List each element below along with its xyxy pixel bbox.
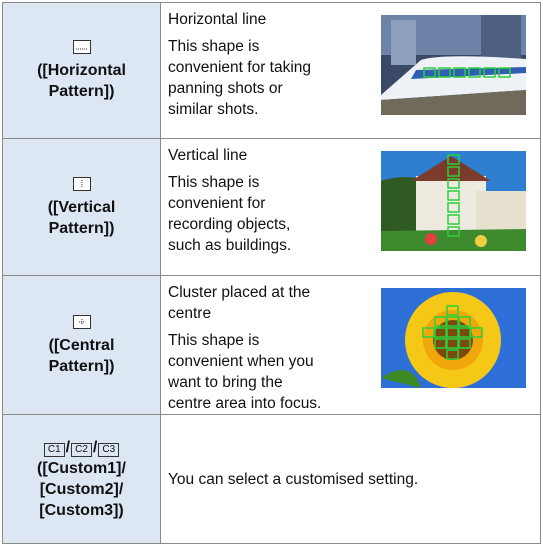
description-cell: Cluster placed at the centre This shape is… — [160, 275, 541, 415]
pattern-label: Pattern]) — [48, 357, 115, 375]
pattern-label: [Custom3]) — [39, 502, 124, 519]
heading: Vertical line — [168, 145, 383, 166]
pattern-label: ([Central — [48, 336, 115, 354]
description-line: such as buildings. — [168, 237, 292, 254]
heading: Horizontal line — [168, 9, 383, 30]
table-row: ([Vertical Pattern]) Vertical line This sha… — [2, 138, 541, 276]
pattern-icon — [72, 314, 91, 329]
table-row: ([Central Pattern]) Cluster placed at the c… — [2, 275, 541, 415]
custom-icon: C2 — [71, 443, 92, 457]
heading-line: Vertical line — [168, 147, 248, 164]
pattern-cell: ([Horizontal Pattern]) — [2, 2, 161, 139]
pattern-label: Pattern]) — [48, 83, 115, 100]
table-row: C1/C2/C3 ([Custom1]/[Custom2]/[Custom3]) Y… — [2, 414, 541, 544]
pattern-label: ([Horizontal — [37, 62, 126, 79]
pattern-icon — [3, 314, 160, 335]
description-line: centre area into focus. — [168, 395, 322, 412]
heading-line: Horizontal line — [168, 11, 267, 28]
table-row: ([Horizontal Pattern]) Horizontal line This… — [2, 2, 541, 139]
separator: / — [65, 439, 71, 456]
description-line: convenient when you — [168, 353, 314, 370]
example-photo — [381, 288, 526, 388]
heading-line: centre — [168, 305, 212, 322]
description-text: Cluster placed at the centre This shape is… — [161, 276, 383, 414]
pattern-label: ([Vertical — [47, 198, 116, 216]
separator: / — [92, 439, 98, 456]
pattern-cell: C1/C2/C3 ([Custom1]/[Custom2]/[Custom3]) — [2, 414, 161, 544]
custom-icon: C1 — [43, 443, 65, 457]
pattern-icon — [3, 39, 160, 60]
description-cell: You can select a customised setting. — [160, 414, 541, 544]
description-line: This shape is — [168, 38, 260, 55]
example-image — [381, 15, 526, 121]
description-line: This shape is — [168, 174, 260, 191]
pattern-label: ([Custom1]/ — [37, 460, 126, 477]
pattern-icon — [3, 176, 160, 197]
description-line: similar shots. — [168, 101, 259, 118]
description-line: want to bring the — [168, 374, 283, 391]
pattern-cell: ([Vertical Pattern]) — [2, 138, 161, 276]
description-cell: Vertical line This shape is convenient for… — [160, 138, 541, 276]
example-photo — [381, 151, 526, 251]
description-text: Vertical line This shape is convenient for… — [161, 139, 383, 256]
description-line: This shape is — [168, 332, 260, 349]
description-line: You can select a customised setting. — [168, 470, 419, 488]
example-photo — [381, 15, 526, 115]
description-line: panning shots or — [168, 80, 283, 97]
description-text: Horizontal line This shape is convenient f… — [161, 3, 383, 120]
pattern-label: [Custom2]/ — [39, 481, 124, 498]
pattern-label: Pattern]) — [48, 219, 115, 237]
heading: Cluster placed at the centre — [168, 282, 383, 324]
description-line: convenient for — [168, 195, 266, 212]
description-cell: Horizontal line This shape is convenient f… — [160, 2, 541, 139]
heading-line: Cluster placed at the — [168, 284, 311, 301]
custom-icon: C3 — [98, 443, 120, 457]
pattern-icon — [72, 40, 91, 54]
example-image — [381, 151, 526, 257]
description-line: convenient for taking — [168, 59, 312, 76]
description-line: recording objects, — [168, 216, 291, 233]
example-image — [381, 288, 526, 394]
pattern-icon — [72, 176, 91, 191]
custom-icons: C1/C2/C3 — [3, 437, 160, 458]
pattern-cell: ([Central Pattern]) — [2, 275, 161, 415]
